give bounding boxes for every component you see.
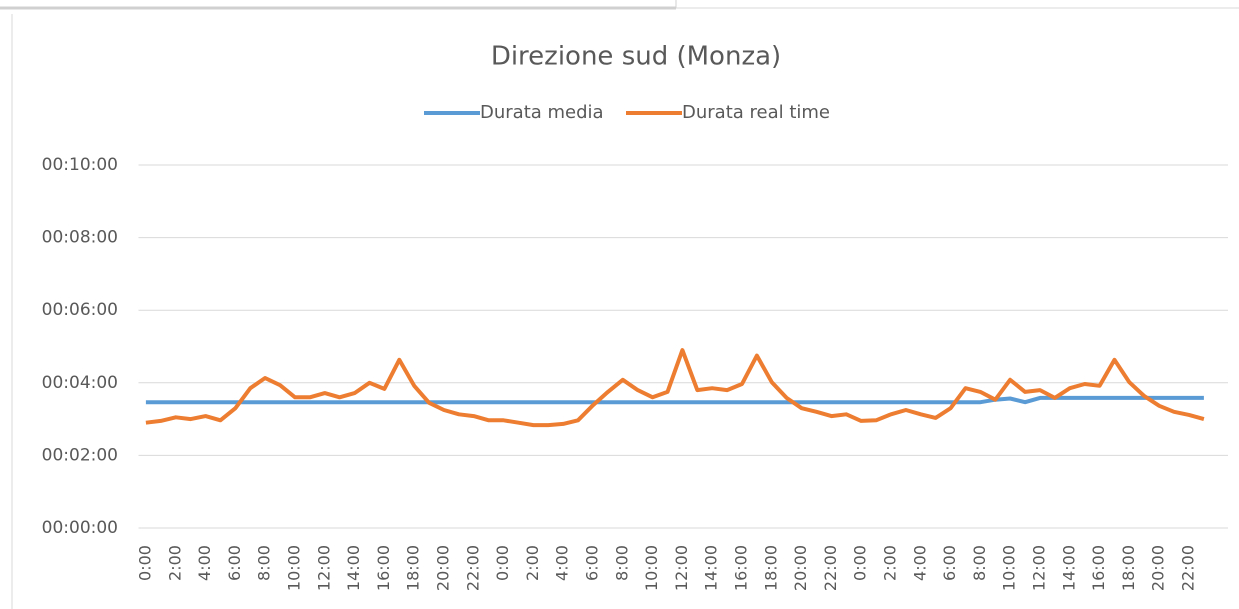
x-tick-label: 4:00 (553, 545, 572, 581)
x-tick-label: 18:00 (404, 545, 423, 591)
x-tick-label: 16:00 (1089, 545, 1108, 591)
x-tick-label: 8:00 (970, 545, 989, 581)
x-tick-label: 2:00 (523, 545, 542, 581)
x-tick-label: 20:00 (433, 545, 452, 591)
y-tick-label: 00:08:00 (42, 228, 118, 248)
x-tick-label: 0:00 (493, 545, 512, 581)
y-tick-label: 00:04:00 (42, 373, 118, 393)
y-tick-label: 00:02:00 (42, 445, 118, 465)
x-tick-label: 22:00 (1178, 545, 1197, 591)
x-tick-label: 20:00 (791, 545, 810, 591)
x-tick-label: 14:00 (702, 545, 721, 591)
x-tick-label: 4:00 (195, 545, 214, 581)
legend-label: Durata media (480, 102, 604, 123)
x-tick-label: 12:00 (314, 545, 333, 591)
x-tick-label: 20:00 (1149, 545, 1168, 591)
x-tick-label: 22:00 (821, 545, 840, 591)
x-tick-label: 8:00 (612, 545, 631, 581)
x-tick-label: 4:00 (910, 545, 929, 581)
chart-title: Direzione sud (Monza) (491, 42, 781, 72)
x-tick-label: 6:00 (225, 545, 244, 581)
x-tick-label: 12:00 (1029, 545, 1048, 591)
y-tick-label: 00:06:00 (42, 300, 118, 320)
x-tick-label: 2:00 (880, 545, 899, 581)
y-tick-label: 00:10:00 (42, 155, 118, 175)
x-tick-label: 0:00 (851, 545, 870, 581)
series-line (145, 395, 1204, 405)
legend-label: Durata real time (682, 102, 830, 123)
x-tick-label: 16:00 (731, 545, 750, 591)
y-tick-label: 00:00:00 (42, 518, 118, 538)
x-tick-label: 18:00 (1119, 545, 1138, 591)
x-tick-label: 12:00 (672, 545, 691, 591)
x-tick-label: 6:00 (940, 545, 959, 581)
series-line (145, 348, 1205, 428)
x-tick-label: 14:00 (1059, 545, 1078, 591)
x-tick-label: 0:00 (135, 545, 154, 581)
x-tick-label: 16:00 (374, 545, 393, 591)
x-tick-label: 22:00 (463, 545, 482, 591)
x-tick-label: 18:00 (761, 545, 780, 591)
x-tick-label: 10:00 (642, 545, 661, 591)
x-tick-label: 10:00 (1000, 545, 1019, 591)
x-tick-label: 14:00 (344, 545, 363, 591)
x-tick-label: 8:00 (255, 545, 274, 581)
x-tick-label: 6:00 (582, 545, 601, 581)
x-tick-label: 2:00 (165, 545, 184, 581)
x-tick-label: 10:00 (284, 545, 303, 591)
